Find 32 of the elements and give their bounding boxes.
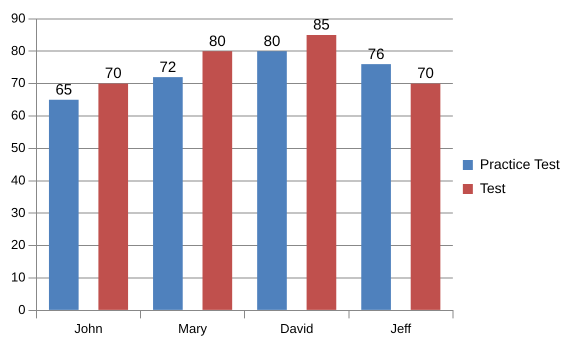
data-label: 80	[264, 32, 280, 50]
data-label: 70	[104, 65, 122, 82]
bar	[98, 84, 128, 310]
x-tick-label: David	[280, 320, 314, 336]
data-label: 65	[55, 81, 72, 98]
y-tick-label: 20	[10, 237, 26, 252]
bar	[153, 77, 183, 310]
bar	[306, 35, 336, 310]
bar	[361, 64, 391, 310]
legend-label: Test	[480, 180, 506, 196]
legend-label: Practice Test	[480, 156, 560, 172]
data-label: 76	[368, 46, 384, 63]
x-tick-label: Mary	[178, 320, 208, 336]
y-tick-label: 60	[10, 108, 26, 123]
data-label: 80	[208, 32, 226, 50]
y-tick-label: 30	[10, 204, 26, 220]
y-tick-label: 0	[18, 302, 26, 317]
y-tick-label: 90	[10, 10, 26, 26]
data-label: 85	[313, 16, 330, 34]
y-tick-label: 70	[10, 75, 26, 90]
x-tick-label: Jeff	[390, 320, 412, 336]
y-tick-label: 50	[10, 140, 26, 155]
y-tick-label: 40	[10, 172, 26, 188]
y-tick-label: 80	[10, 42, 26, 58]
x-tick-label: John	[74, 320, 103, 336]
y-tick-label: 10	[10, 270, 26, 285]
bar	[48, 100, 79, 310]
bar	[410, 84, 440, 310]
data-label: 72	[160, 58, 176, 76]
bar	[257, 51, 287, 310]
bar	[202, 51, 232, 310]
data-label: 70	[417, 65, 434, 82]
